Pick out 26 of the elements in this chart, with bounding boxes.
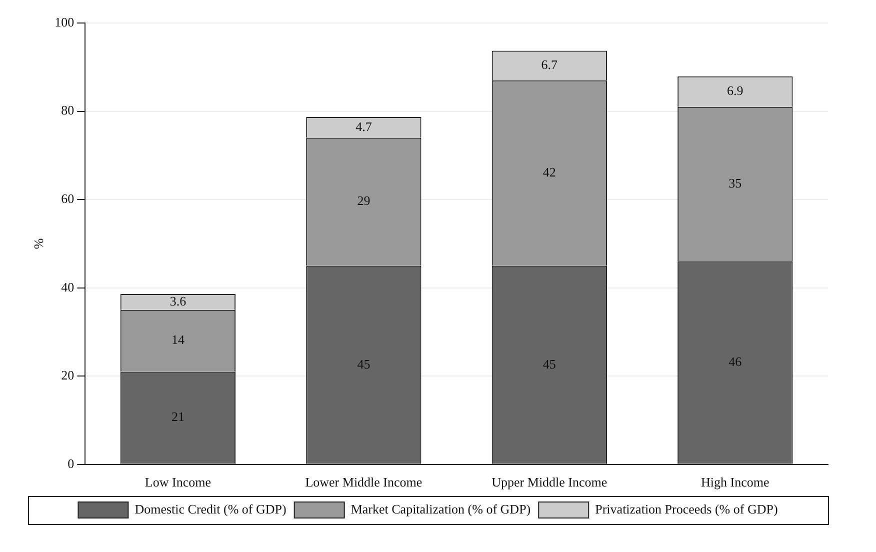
data-label: 46 <box>728 354 742 370</box>
data-label: 6.7 <box>541 57 558 72</box>
legend-label: Domestic Credit (% of GDP) <box>134 501 286 516</box>
data-label: 29 <box>357 193 370 208</box>
data-label: 45 <box>357 356 370 372</box>
data-label: 6.9 <box>727 83 744 98</box>
data-label: 42 <box>542 164 556 180</box>
legend-label: Market Capitalization (% of GDP) <box>350 501 531 516</box>
data-label: 21 <box>171 409 184 424</box>
y-tick-label: 40 <box>61 279 74 294</box>
x-tick-label: High Income <box>701 474 770 490</box>
data-label: 3.6 <box>170 293 187 308</box>
y-tick-label: 0 <box>68 456 74 471</box>
y-tick-label: 100 <box>54 14 74 30</box>
y-tick-label: 80 <box>61 102 74 118</box>
y-tick-label: 20 <box>61 368 74 383</box>
y-axis-title: % <box>31 238 46 250</box>
legend-label: Privatization Proceeds (% of GDP) <box>595 501 778 516</box>
data-label: 14 <box>171 332 185 348</box>
x-tick-label: Upper Middle Income <box>492 474 608 490</box>
y-tick-label: 60 <box>61 190 74 206</box>
x-tick-label: Lower Middle Income <box>305 474 422 490</box>
x-tick-label: Low Income <box>144 474 212 490</box>
data-label: 45 <box>542 356 556 372</box>
data-label: 35 <box>728 176 742 191</box>
data-label: 4.7 <box>356 118 372 134</box>
